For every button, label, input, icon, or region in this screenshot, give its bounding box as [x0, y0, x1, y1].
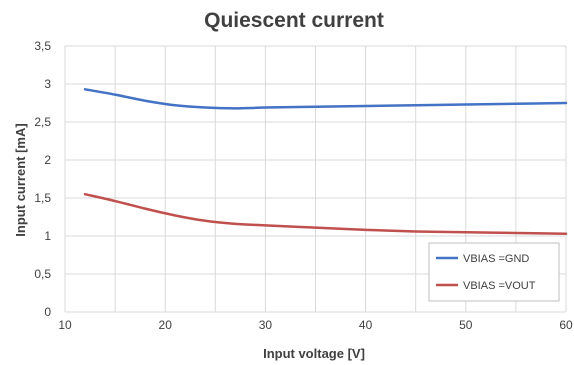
y-tick-label: 3: [44, 77, 51, 91]
x-tick-label: 60: [559, 318, 573, 332]
y-tick-label: 1: [44, 229, 51, 243]
legend-box: [428, 242, 560, 302]
legend: VBIAS =GND VBIAS =VOUT: [428, 242, 560, 302]
series-line-0: [83, 88, 568, 110]
series-lines: [83, 88, 568, 235]
x-axis-ticks: 10 20 30 40 50 60: [58, 318, 573, 332]
y-tick-label: 0: [44, 305, 51, 319]
x-tick-label: 50: [459, 318, 473, 332]
y-axis-title: Input current [mA]: [13, 123, 28, 236]
legend-label-0: VBIAS =GND: [463, 253, 529, 265]
y-tick-label: 2: [44, 153, 51, 167]
x-tick-label: 10: [58, 318, 72, 332]
legend-label-1: VBIAS =VOUT: [463, 280, 536, 292]
y-tick-label: 3,5: [34, 39, 51, 53]
y-tick-label: 1,5: [34, 191, 51, 205]
x-tick-label: 40: [359, 318, 373, 332]
x-tick-label: 30: [259, 318, 273, 332]
x-axis-title: Input voltage [V]: [263, 346, 365, 361]
series-line-1: [83, 192, 568, 235]
chart-title: Quiescent current: [204, 9, 384, 32]
y-axis-ticks: 0 0,5 1 1,5 2 2,5 3 3,5: [34, 39, 51, 319]
y-tick-label: 2,5: [34, 115, 51, 129]
x-tick-label: 20: [159, 318, 173, 332]
y-tick-label: 0,5: [34, 267, 51, 281]
grid: [64, 45, 567, 313]
